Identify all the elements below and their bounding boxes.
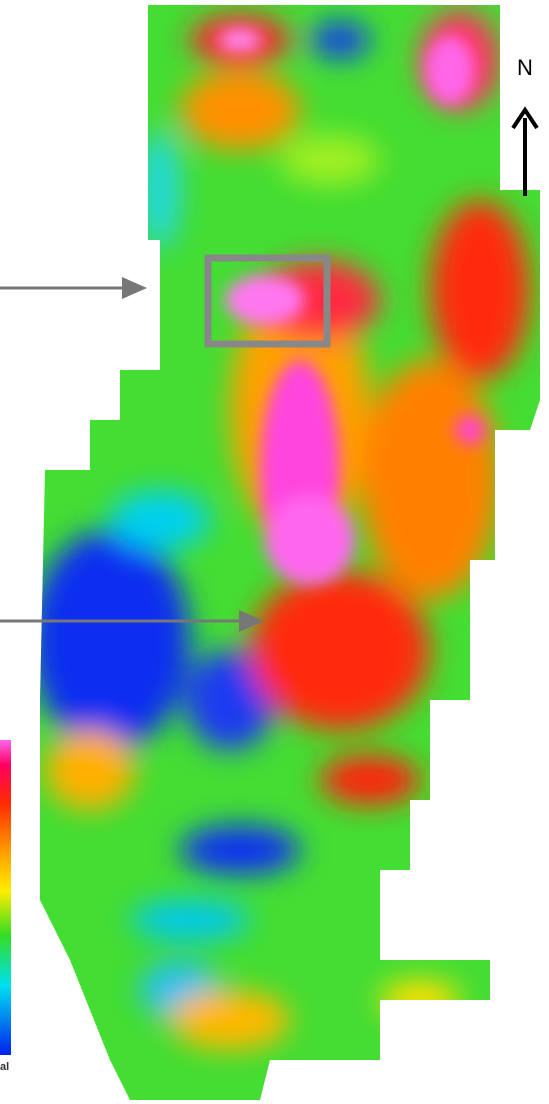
highlight-box: [204, 254, 331, 348]
arrow-head: [239, 610, 264, 632]
legend-text: al: [0, 1061, 9, 1073]
pointer-arrows: [0, 277, 264, 632]
heat-peaks: [218, 28, 485, 585]
north-label: N: [517, 55, 533, 80]
north-arrow-head: [511, 106, 539, 130]
legend-bar: [0, 740, 11, 1055]
arrow-head: [122, 277, 147, 299]
